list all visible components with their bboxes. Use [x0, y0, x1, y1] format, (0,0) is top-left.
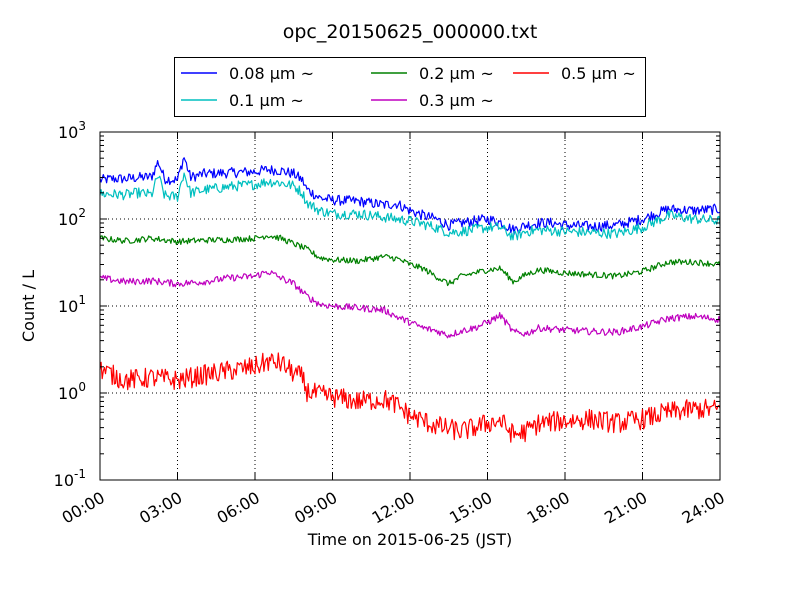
y-tick-label: 101 [58, 293, 86, 316]
series-line-0 [99, 157, 721, 235]
legend-label-0: 0.08 μm ~ [229, 64, 314, 83]
x-axis-label: Time on 2015-06-25 (JST) [307, 530, 512, 549]
series-line-1 [99, 172, 721, 241]
series-layer [99, 157, 721, 443]
grid-lines [100, 132, 720, 480]
legend: 0.08 μm ~ 0.1 μm ~ 0.2 μm ~ 0.3 μm ~ 0.5 μm … [174, 57, 646, 117]
series-line-2 [99, 234, 721, 287]
y-tick-label: 100 [58, 380, 86, 403]
y-tick-label: 102 [58, 206, 86, 229]
legend-label-2: 0.2 μm ~ [419, 64, 494, 83]
series-line-3 [99, 270, 721, 339]
y-axis: 10-1 100 101 102 103 [54, 119, 720, 490]
legend-label-4: 0.5 μm ~ [561, 64, 636, 83]
legend-label-3: 0.3 μm ~ [419, 91, 494, 110]
y-tick-label: 103 [58, 119, 86, 142]
series-line-4 [99, 352, 721, 443]
y-axis-label: Count / L [19, 270, 38, 342]
chart-title: opc_20150625_000000.txt [283, 21, 538, 43]
legend-label-1: 0.1 μm ~ [229, 91, 304, 110]
plot-area: 00:00 03:00 06:00 09:00 12:00 15:00 18:00 21:00… [54, 119, 728, 527]
y-tick-label: 10-1 [54, 467, 86, 490]
legend-box [174, 57, 646, 117]
